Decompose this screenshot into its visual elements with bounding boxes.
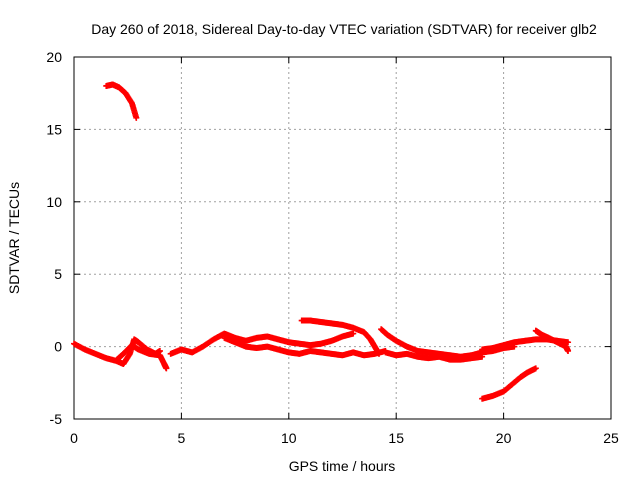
grid [74, 57, 611, 419]
series-sat-d [167, 330, 357, 357]
y-tick-label: 15 [46, 121, 62, 137]
data-point [133, 114, 140, 121]
series-sat-k [479, 365, 539, 402]
data-point [532, 365, 539, 372]
x-tick-label: 10 [281, 430, 297, 446]
y-tick-label: 5 [54, 266, 62, 282]
series-sat-a [103, 81, 140, 121]
data-point [376, 350, 383, 357]
chart-title: Day 260 of 2018, Sidereal Day-to-day VTE… [91, 21, 597, 37]
x-tick-label: 25 [603, 430, 619, 446]
x-tick-label: 15 [388, 430, 404, 446]
x-tick-label: 20 [496, 430, 512, 446]
x-axis-label: GPS time / hours [289, 458, 396, 474]
series-sat-e [221, 334, 389, 359]
data-marks [71, 81, 572, 402]
data-point [350, 330, 357, 337]
series-sat-f [298, 317, 383, 357]
axis-ticks [73, 56, 612, 420]
y-tick-label: 20 [46, 49, 62, 65]
x-tick-label: 0 [70, 430, 78, 446]
series-sat-j [532, 327, 572, 354]
y-tick-labels: -5 0 5 10 15 20 [46, 49, 62, 427]
data-point [163, 365, 170, 372]
data-point [565, 347, 572, 354]
data-point [479, 353, 486, 360]
x-tick-labels: 0 5 10 15 20 25 [70, 430, 619, 446]
series-sat-c [113, 342, 170, 372]
y-axis-label: SDTVAR / TECUs [6, 182, 22, 294]
y-tick-label: 10 [46, 194, 62, 210]
data-point [565, 339, 572, 346]
y-tick-label: -5 [50, 411, 63, 427]
plot-frame [73, 56, 612, 420]
x-tick-label: 5 [178, 430, 186, 446]
y-tick-label: 0 [54, 339, 62, 355]
series-sat-h [382, 349, 486, 363]
